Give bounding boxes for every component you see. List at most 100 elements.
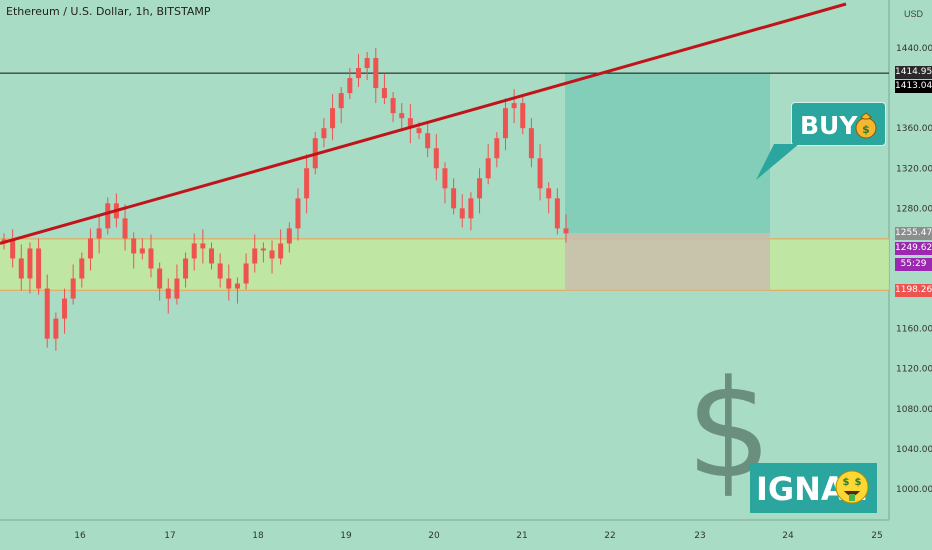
candle-body <box>44 288 50 339</box>
candle-body <box>122 218 128 239</box>
candle-body <box>165 288 171 299</box>
candle-body <box>200 243 206 249</box>
candle-body <box>485 158 491 179</box>
ascending-trendline <box>0 2 847 245</box>
candle-body <box>433 148 439 169</box>
candle-body <box>407 118 413 129</box>
buy-callout: BUY $ <box>791 102 886 146</box>
candle-body <box>563 228 569 234</box>
y-tick-label: 1360.00 <box>896 124 932 134</box>
candle-body <box>260 248 266 251</box>
y-tick-label: 1160.00 <box>896 325 932 335</box>
candle-body <box>53 318 59 339</box>
y-tick-label: 1120.00 <box>896 365 932 375</box>
candle-body <box>183 258 189 279</box>
svg-text:$: $ <box>843 477 850 488</box>
candle-body <box>148 248 154 269</box>
candle-body <box>416 128 422 134</box>
candle-body <box>79 258 85 279</box>
candle-body <box>191 243 197 259</box>
currency-label: USD <box>904 9 924 19</box>
candle-body <box>494 138 500 159</box>
candle-body <box>96 228 102 239</box>
candle-body <box>468 198 474 219</box>
candle-body <box>105 203 111 229</box>
price-tag-line: 1414.95 <box>895 66 932 79</box>
candle-body <box>10 239 16 259</box>
x-tick-label: 18 <box>252 531 264 541</box>
candle-body <box>269 250 275 259</box>
y-tick-label: 1320.00 <box>896 164 932 174</box>
candle-body <box>399 113 405 119</box>
candle-body <box>364 58 370 69</box>
candle-body <box>390 98 396 114</box>
x-tick-label: 20 <box>428 531 440 541</box>
money-bag-icon: $ <box>855 112 877 139</box>
candle-body <box>554 198 560 229</box>
candle-body <box>425 133 431 149</box>
x-tick-label: 17 <box>164 531 175 541</box>
candle-body <box>18 258 24 279</box>
candle-body <box>70 278 76 299</box>
svg-text:$: $ <box>862 123 870 136</box>
x-tick-label: 22 <box>604 531 615 541</box>
candle-body <box>528 128 534 159</box>
signal-banner: IGNAL $ $ <box>750 463 877 513</box>
x-tick-label: 16 <box>74 531 86 541</box>
price-tag-last: 1413.04 <box>895 80 932 93</box>
price-tag-stop: 1198.26 <box>895 284 932 297</box>
candle-body <box>36 248 42 289</box>
chart-title: Ethereum / U.S. Dollar, 1h, BITSTAMP <box>6 5 211 18</box>
candle-body <box>217 263 223 279</box>
candle-body <box>139 248 145 254</box>
x-tick-label: 23 <box>694 531 705 541</box>
candle-body <box>442 168 448 189</box>
price-tag-current: 1249.62 <box>895 242 932 255</box>
candle-body <box>278 243 284 259</box>
candle-body <box>502 108 508 139</box>
candle-body <box>209 248 215 264</box>
y-tick-label: 1000.00 <box>896 485 932 495</box>
candle-body <box>373 58 379 89</box>
candle-body <box>252 248 258 264</box>
candle-body <box>62 298 68 319</box>
candle-body <box>87 238 93 259</box>
candle-body <box>304 168 310 199</box>
target-zone <box>565 73 770 233</box>
svg-text:$: $ <box>855 477 862 488</box>
buy-label: BUY <box>800 111 858 140</box>
candle-body <box>157 268 163 289</box>
price-tag-entry: 1255.47 <box>895 227 932 240</box>
candle-body <box>338 93 344 109</box>
candle-body <box>477 178 483 199</box>
candle-body <box>174 278 180 299</box>
candle-body <box>295 198 301 229</box>
x-tick-label: 21 <box>516 531 527 541</box>
candle-body <box>27 248 33 279</box>
candle-body <box>330 108 336 129</box>
y-tick-label: 1080.00 <box>896 405 932 415</box>
candle-body <box>537 158 543 189</box>
candle-body <box>321 128 327 139</box>
candle-body <box>381 88 387 99</box>
x-tick-label: 24 <box>782 531 794 541</box>
candle-body <box>355 68 361 79</box>
x-tick-label: 25 <box>871 531 882 541</box>
candle-body <box>347 78 353 94</box>
x-tick-label: 19 <box>340 531 352 541</box>
candle-body <box>226 278 232 289</box>
candle-body <box>520 103 526 129</box>
y-tick-label: 1280.00 <box>896 204 932 214</box>
callout-pointer <box>756 144 799 180</box>
candle-body <box>234 283 240 289</box>
money-face-icon: $ $ <box>835 470 869 504</box>
y-tick-label: 1040.00 <box>896 445 932 455</box>
candle-body <box>131 238 137 254</box>
candle-body <box>546 188 552 199</box>
candle-body <box>459 208 465 219</box>
countdown-tag: 55:29 <box>895 258 932 271</box>
candle-body <box>451 188 457 209</box>
stop-zone <box>565 232 770 291</box>
